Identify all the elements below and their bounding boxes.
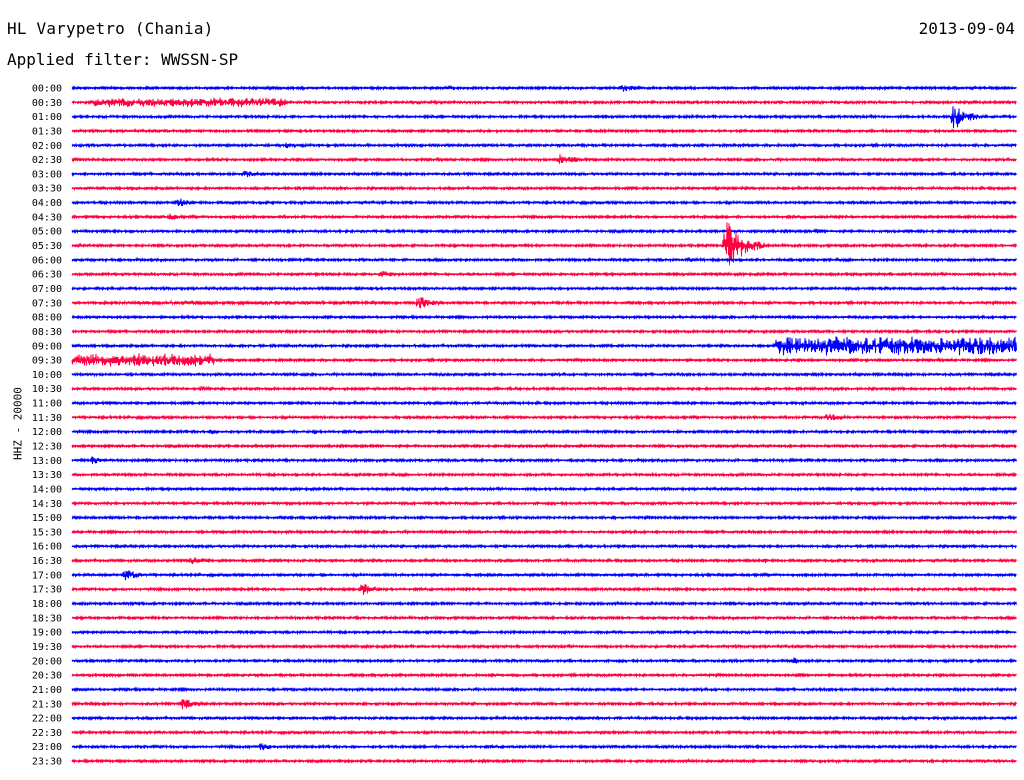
row-tick-label: 13:00 xyxy=(32,456,62,467)
row-tick-label: 17:30 xyxy=(32,585,62,596)
row-tick-label: 02:00 xyxy=(32,141,62,152)
row-tick-label: 11:00 xyxy=(32,399,62,410)
row-tick-label: 19:30 xyxy=(32,642,62,653)
row-tick-label: 00:30 xyxy=(32,98,62,109)
row-tick-label: 21:30 xyxy=(32,699,62,710)
row-tick-label: 05:00 xyxy=(32,227,62,238)
row-tick-label: 18:00 xyxy=(32,599,62,610)
row-tick-label: 01:30 xyxy=(32,126,62,137)
row-tick-label: 20:30 xyxy=(32,671,62,682)
row-tick-label: 06:00 xyxy=(32,255,62,266)
row-tick-label: 15:30 xyxy=(32,527,62,538)
row-tick-label: 22:00 xyxy=(32,714,62,725)
row-tick-label: 16:00 xyxy=(32,542,62,553)
row-tick-label: 10:30 xyxy=(32,384,62,395)
row-tick-label: 11:30 xyxy=(32,413,62,424)
row-tick-label: 13:30 xyxy=(32,470,62,481)
row-tick-label: 03:30 xyxy=(32,184,62,195)
row-tick-label: 04:00 xyxy=(32,198,62,209)
row-tick-label: 15:00 xyxy=(32,513,62,524)
row-tick-label: 18:30 xyxy=(32,613,62,624)
row-tick-label: 08:30 xyxy=(32,327,62,338)
row-tick-label: 08:00 xyxy=(32,313,62,324)
row-tick-label: 17:00 xyxy=(32,570,62,581)
row-tick-label: 14:00 xyxy=(32,484,62,495)
row-tick-label: 06:30 xyxy=(32,270,62,281)
row-tick-label: 04:30 xyxy=(32,212,62,223)
row-tick-label: 01:00 xyxy=(32,112,62,123)
filter-label: Applied filter: WWSSN-SP xyxy=(7,50,239,69)
row-tick-label: 09:00 xyxy=(32,341,62,352)
row-tick-label: 19:00 xyxy=(32,628,62,639)
row-tick-label: 03:00 xyxy=(32,169,62,180)
row-tick-label: 12:30 xyxy=(32,442,62,453)
row-tick-label: 02:30 xyxy=(32,155,62,166)
row-tick-label: 05:30 xyxy=(32,241,62,252)
row-tick-label: 14:30 xyxy=(32,499,62,510)
row-tick-label: 20:00 xyxy=(32,656,62,667)
row-tick-label: 23:00 xyxy=(32,742,62,753)
row-tick-label: 21:00 xyxy=(32,685,62,696)
row-tick-label: 12:00 xyxy=(32,427,62,438)
date-label: 2013-09-04 xyxy=(918,19,1015,38)
row-tick-label: 22:30 xyxy=(32,728,62,739)
row-tick-label: 07:30 xyxy=(32,298,62,309)
row-tick-label: 10:00 xyxy=(32,370,62,381)
row-tick-label: 23:30 xyxy=(32,757,62,768)
station-title: HL Varypetro (Chania) xyxy=(7,19,214,38)
row-tick-label: 00:00 xyxy=(32,84,62,95)
row-tick-label: 09:30 xyxy=(32,356,62,367)
row-tick-label: 16:30 xyxy=(32,556,62,567)
row-tick-label: 07:00 xyxy=(32,284,62,295)
